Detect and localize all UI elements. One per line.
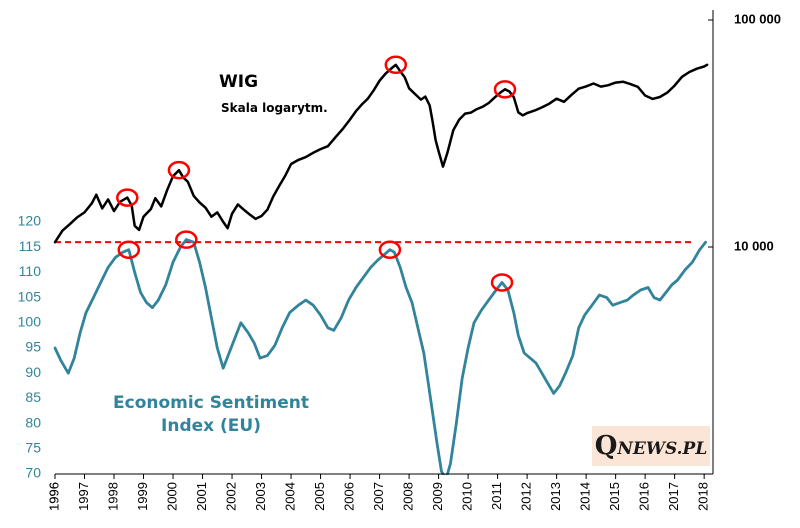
wig-series-title: WIG — [219, 72, 259, 92]
highlight-circle-0 — [116, 188, 139, 207]
logo-rest: NEWS.PL — [617, 439, 708, 459]
plot-bottom-mask — [56, 475, 712, 528]
left-tick-label-95: 95 — [25, 339, 41, 355]
left-tick-label-100: 100 — [18, 314, 42, 330]
highlight-layer — [116, 55, 517, 292]
x-tick-label-top-1997: 1997 — [76, 482, 91, 511]
x-tick-label-top-2006: 2006 — [342, 482, 357, 511]
x-tick-label-top-2014: 2014 — [578, 482, 593, 511]
esi-series-line — [53, 238, 707, 481]
wig-scale-note: Skala logarytm. — [221, 101, 328, 115]
left-tick-label-70: 70 — [25, 465, 41, 481]
highlight-circle-4 — [117, 240, 141, 259]
right-tick-label-10000: 10 000 — [734, 238, 774, 253]
left-tick-label-115: 115 — [19, 238, 42, 254]
x-tick-label-top-2001: 2001 — [194, 482, 209, 511]
x-tick-label-top-1996: 1996 — [46, 482, 61, 511]
x-tick-label-top-2000: 2000 — [164, 482, 179, 511]
x-tick-label-top-2016: 2016 — [637, 482, 652, 511]
qnews-logo: QNEWS.PL — [592, 426, 710, 466]
highlight-circle-7 — [490, 273, 514, 292]
highlight-circle-5 — [175, 230, 198, 249]
highlight-circle-6 — [378, 240, 402, 259]
left-tick-label-120: 120 — [18, 213, 42, 229]
x-tick-label-top-2007: 2007 — [371, 482, 386, 511]
right-tick-label-100000: 100 000 — [734, 11, 781, 26]
esi-label-line-2: Index (EU) — [161, 416, 261, 436]
x-tick-label-top-2003: 2003 — [253, 482, 268, 511]
x-tick-label-top-2013: 2013 — [548, 482, 563, 511]
x-tick-label-top-2005: 2005 — [312, 482, 327, 511]
x-tick-label-top-2012: 2012 — [519, 482, 534, 511]
x-tick-label-top-1998: 1998 — [105, 482, 120, 511]
x-tick-label-top-2011: 2011 — [489, 482, 504, 510]
highlight-circle-1 — [167, 160, 191, 180]
left-tick-label-105: 105 — [18, 288, 42, 304]
wig-series-line — [53, 63, 709, 244]
x-tick-label-top-2015: 2015 — [607, 482, 622, 511]
x-tick-label-top-2010: 2010 — [460, 482, 475, 511]
x-tick-label-top-2008: 2008 — [401, 482, 416, 511]
left-tick-label-110: 110 — [19, 263, 42, 279]
highlight-circle-2 — [384, 55, 408, 75]
esi-series-label: Economic Sentiment Index (EU) — [106, 392, 316, 438]
x-tick-label-top-1999: 1999 — [135, 482, 150, 511]
logo-initial: Q — [594, 431, 618, 461]
x-tick-label-top-2004: 2004 — [282, 482, 297, 511]
x-tick-label-top-2018: 2018 — [696, 482, 711, 511]
qnews-logo-text: QNEWS.PL — [595, 431, 708, 461]
x-tick-label-top-2002: 2002 — [223, 482, 238, 511]
left-tick-label-75: 75 — [25, 440, 41, 456]
highlight-circle-3 — [493, 80, 517, 99]
left-tick-label-85: 85 — [25, 389, 41, 405]
esi-label-line-1: Economic Sentiment — [113, 393, 309, 413]
x-tick-label-top-2009: 2009 — [430, 482, 445, 511]
left-tick-label-80: 80 — [25, 414, 41, 430]
series-layer: 1996 1997 1998 1999 2000 2001 2002 2003 2004 2005… — [46, 63, 713, 528]
x-tick-label-top-2017: 2017 — [666, 482, 681, 511]
left-tick-label-90: 90 — [25, 364, 41, 380]
